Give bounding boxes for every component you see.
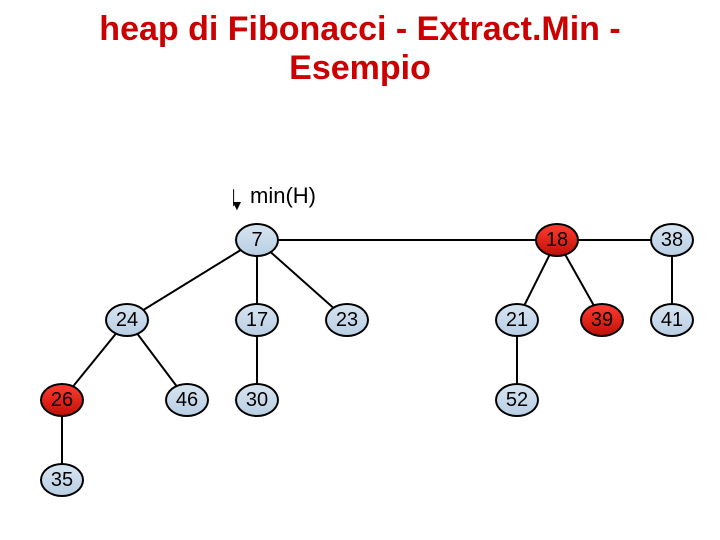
title-line-1: heap di Fibonacci - Extract.Min -	[99, 10, 620, 48]
node-52: 52	[495, 383, 539, 417]
node-7: 7	[235, 223, 279, 257]
min-pointer-arrow: │ ▼	[230, 193, 244, 209]
node-26: 26	[40, 383, 84, 417]
edge	[127, 240, 257, 320]
slide-title: heap di Fibonacci - Extract.Min - Esempi…	[0, 0, 720, 88]
node-23: 23	[325, 303, 369, 337]
node-39: 39	[580, 303, 624, 337]
title-line-2: Esempio	[289, 49, 431, 87]
node-46: 46	[165, 383, 209, 417]
min-pointer-label: min(H)	[250, 183, 316, 209]
node-21: 21	[495, 303, 539, 337]
node-30: 30	[235, 383, 279, 417]
diagram-stage: 7 18 38 24 17 23 21 39 41 26 46 30 52 35 min(H) │ ▼	[0, 88, 720, 528]
node-24: 24	[105, 303, 149, 337]
node-35: 35	[40, 463, 84, 497]
node-17: 17	[235, 303, 279, 337]
node-18: 18	[535, 223, 579, 257]
node-38: 38	[650, 223, 694, 257]
node-41: 41	[650, 303, 694, 337]
